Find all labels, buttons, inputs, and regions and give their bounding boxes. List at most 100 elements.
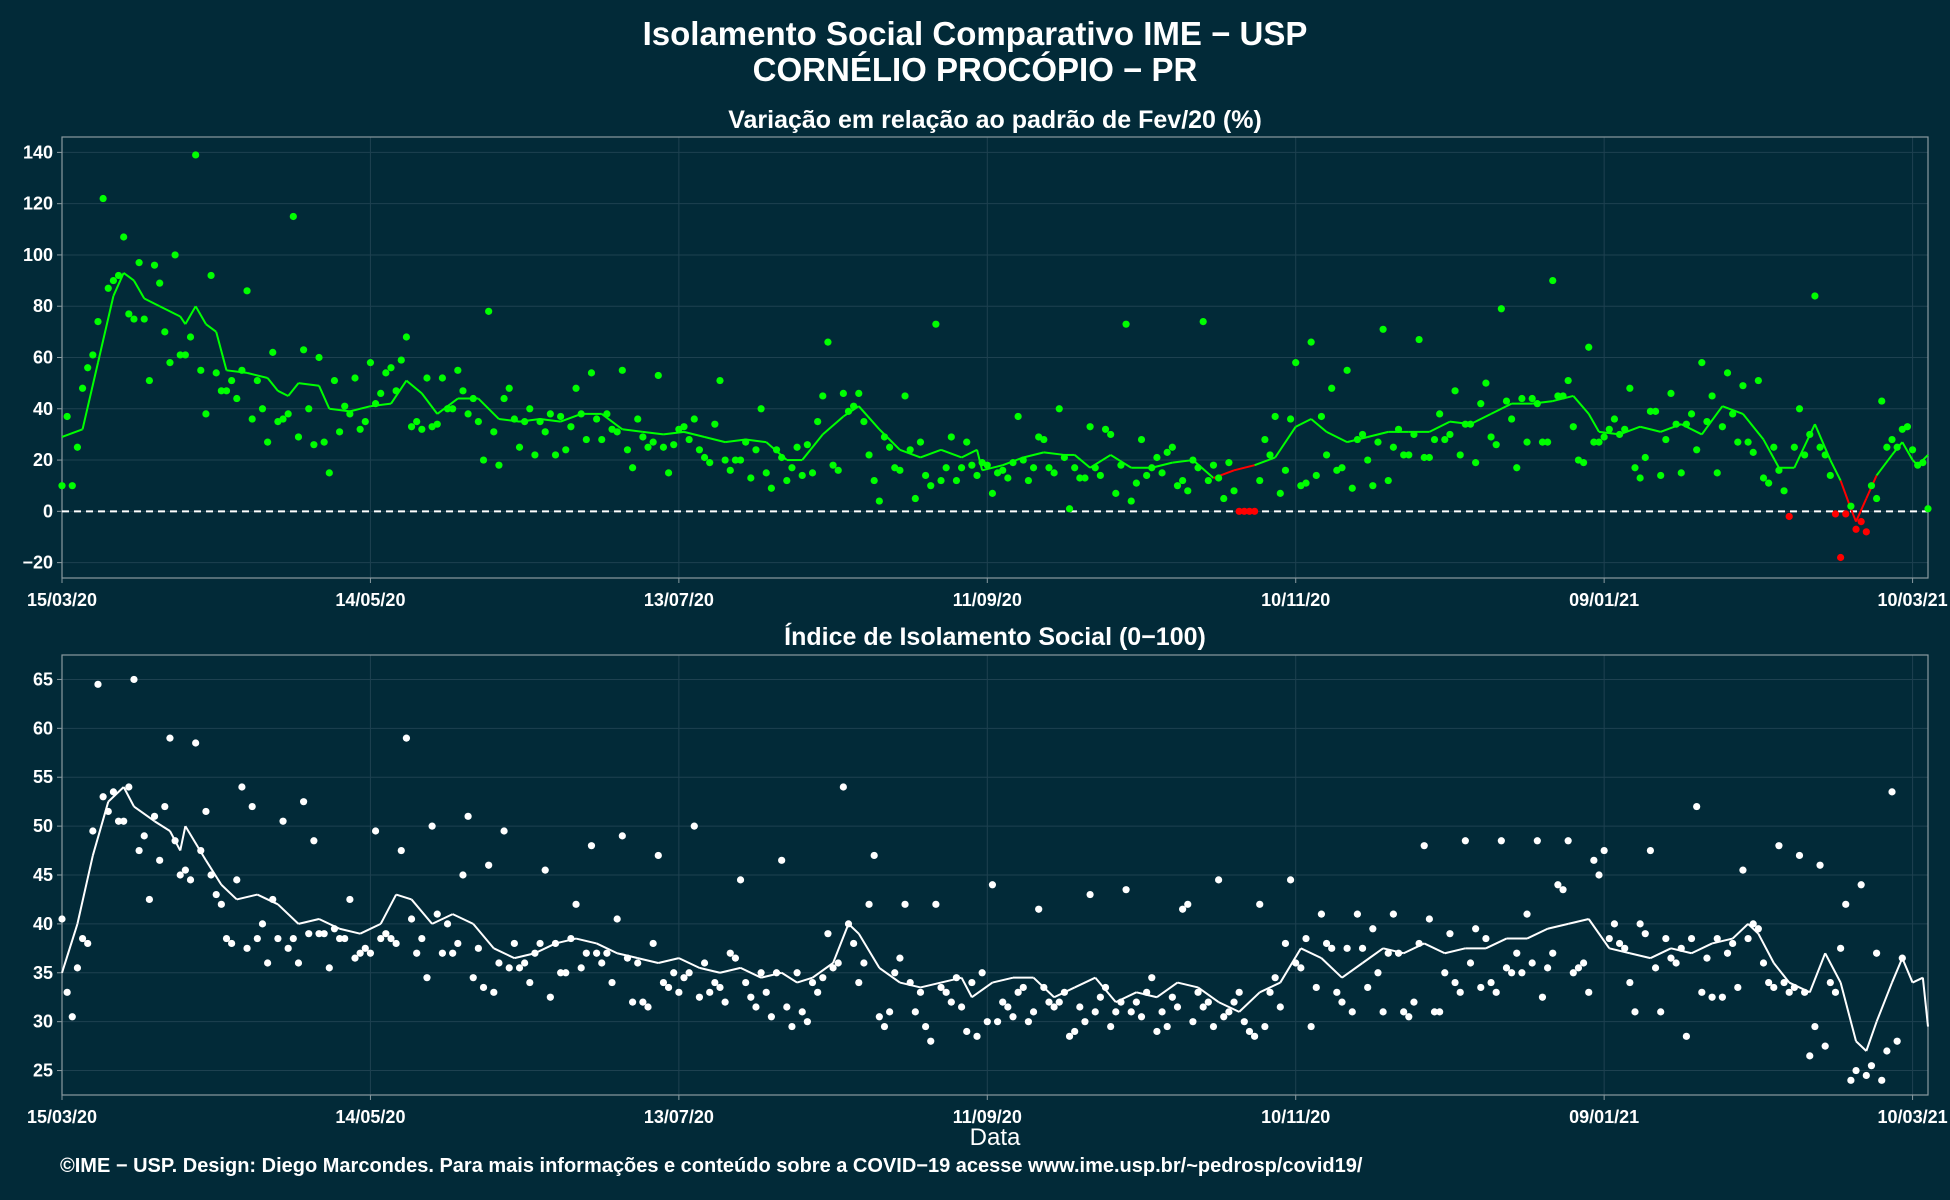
p1-data-point [335,428,344,436]
p2-data-point [957,1003,966,1011]
p1-data-point [1487,433,1495,441]
p2-moving-average-segment [920,981,942,989]
p1-data-point [1081,474,1089,482]
p2-data-point [258,920,267,928]
p2-data-point [1394,949,1403,957]
p2-data-point [1677,944,1685,952]
p1-data-point [819,392,827,400]
p2-data-point [1328,944,1336,952]
p2-data-point [711,978,719,987]
p2-data-point [202,807,210,816]
p1-data-point [932,320,940,328]
p2-data-point [84,939,92,948]
p1-data-point [1441,435,1449,444]
p2-moving-average-segment [184,825,207,861]
x-axis-label: Data [970,1124,1021,1151]
p1-data-point [166,359,174,367]
p2-data-point [1682,1032,1690,1040]
p2-data-point [1790,983,1798,992]
p2-data-point [1312,983,1320,992]
p2-data-point [1009,1013,1017,1021]
p1-data-point [623,446,632,454]
p2-data-point [644,1003,652,1011]
p2-y-tick-label: 55 [33,767,53,787]
p2-data-point [963,1027,971,1036]
p1-data-point [1091,464,1099,472]
p1-data-point [181,351,189,359]
p2-moving-average-segment [298,918,320,925]
p2-data-point [896,954,904,962]
p1-data-point [711,420,719,428]
p2-moving-average-segment [1912,976,1924,984]
p1-data-point [1389,443,1397,451]
p1-x-tick-label: 13/07/20 [644,590,714,610]
p2-data-point [1364,983,1372,992]
p2-moving-average-segment [1901,957,1914,983]
p1-data-point [233,394,241,403]
p1-data-point [402,333,411,341]
p1-data-point [572,384,580,392]
p2-data-point [1040,983,1048,992]
p2-moving-average-segment [431,913,454,925]
p1-data-point [1179,476,1187,485]
p2-data-point [680,974,688,982]
p1-data-point [1693,446,1701,454]
p2-data-point [752,1003,760,1011]
p2-data-point [418,934,426,943]
p2-data-point [1215,876,1223,884]
p1-data-point [1472,459,1480,467]
p2-data-point [1703,954,1711,962]
p2-data-point [407,915,416,923]
p1-data-point [130,315,138,323]
p1-data-point [1235,507,1243,515]
p1-data-point [1569,423,1577,431]
p2-data-point [1698,988,1706,996]
p1-moving-average-segment [1254,456,1276,467]
p2-data-point [1415,939,1423,948]
p2-data-point [1621,944,1629,952]
p2-data-point [803,1018,811,1026]
p1-moving-average-segment [215,331,228,371]
p1-data-point [1646,407,1655,415]
p1-data-point [911,494,919,503]
p2-data-point [747,993,755,1001]
p1-data-point [1220,494,1228,503]
p2-data-point [1271,974,1279,982]
p1-data-point [1631,464,1639,472]
p1-data-point [999,466,1007,474]
p1-data-point [1369,482,1377,490]
p1-data-point [1215,474,1223,482]
p1-data-point [1199,318,1207,326]
p1-data-point [726,466,734,474]
p1-data-point [310,441,318,449]
p2-data-point [654,851,662,860]
p2-x-tick-label: 15/03/20 [27,1107,97,1127]
p1-y-tick-label: −20 [22,553,53,573]
p2-moving-average-segment [637,957,659,964]
p2-moving-average-segment [1238,991,1261,1013]
p2-data-point [1826,978,1834,987]
p2-data-point [870,851,878,860]
p2-data-point [325,964,333,972]
p2-moving-average-segment [277,903,300,925]
p2-x-tick-label: 10/11/20 [1261,1107,1330,1127]
p2-data-point [1045,998,1053,1006]
p1-data-point [305,405,313,413]
p2-data-point [541,866,549,874]
p1-data-point [644,443,652,451]
p1-data-point [814,417,822,426]
p2-moving-average-segment [719,966,741,974]
p1-moving-average-segment [1572,395,1590,415]
p2-data-point [937,983,945,992]
p1-data-point [1266,451,1274,459]
p1-moving-average-segment [318,385,331,410]
p1-data-point [603,410,611,418]
p1-data-point [613,428,621,436]
p1-moving-average-segment [1023,451,1045,459]
p1-moving-average-segment [246,371,268,379]
p2-data-point [243,944,251,952]
p1-moving-average-segment [405,379,423,395]
p2-data-point [778,856,786,864]
p2-data-point [140,832,148,840]
p2-moving-average-segment [472,923,495,949]
